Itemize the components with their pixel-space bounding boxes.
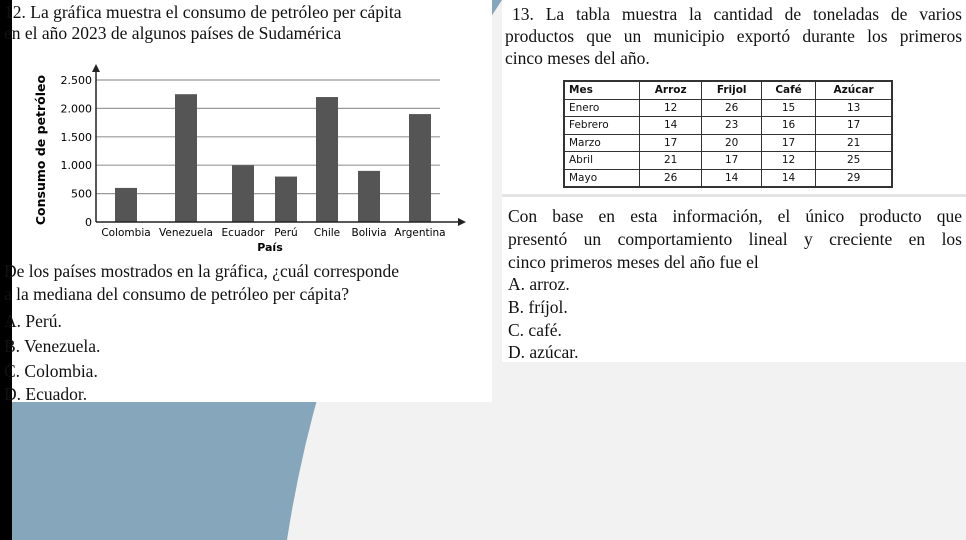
table-cell: 16: [760, 116, 817, 135]
question-13-panel: 13. La tabla muestra la cantidad de tone…: [502, 0, 966, 362]
q12-question-line-2: a la mediana del consumo de petróleo per…: [4, 284, 349, 304]
q13-intro-line-1: 13. La tabla muestra la cantidad de tone…: [512, 4, 962, 24]
y-tick-label: 2.500: [61, 74, 93, 87]
x-tick-label: Perú: [274, 227, 297, 239]
table-cell: 29: [815, 168, 893, 188]
table-cell: Enero: [563, 98, 640, 117]
q12-intro-line-2: en el año 2023 de algunos países de Suda…: [4, 23, 342, 43]
q12-option-a[interactable]: A. Perú.: [4, 311, 62, 331]
table-header-row: Mes Arroz Frijol Café Azúcar: [563, 80, 893, 100]
y-axis-label: Consumo de petróleo: [33, 74, 48, 225]
table-cell: 17: [815, 116, 893, 135]
left-black-border: [0, 0, 12, 540]
x-tick-label: Chile: [314, 227, 340, 239]
column-header: Azúcar: [815, 80, 893, 100]
table-cell: 17: [701, 151, 762, 170]
q13-intro-line-3: cinco meses del año.: [505, 48, 650, 68]
q12-question-line-1: De los países mostrados en la gráfica, ¿…: [4, 261, 400, 281]
column-header: Café: [760, 80, 817, 100]
table-cell: 15: [760, 98, 817, 117]
x-tick-label: Argentina: [394, 227, 445, 239]
column-header: Frijol: [701, 80, 762, 100]
table-cell: Marzo: [563, 133, 640, 152]
column-header: Arroz: [638, 80, 703, 100]
exports-table: Mes Arroz Frijol Café Azúcar Enero 12 26 15 13 Fe…: [563, 80, 893, 188]
q13-question-line-2: presentó un comportamiento lineal y crec…: [508, 229, 962, 249]
table-cell: Mayo: [563, 168, 640, 188]
y-axis-arrow-icon: [92, 64, 100, 72]
q13-option-a[interactable]: A. arroz.: [508, 274, 570, 294]
q13-question-line-3: cinco primeros meses del año fue el: [508, 252, 759, 272]
q13-option-d[interactable]: D. azúcar.: [508, 342, 579, 362]
bar-perú: [275, 176, 297, 222]
table-cell: Abril: [563, 151, 640, 170]
y-tick-label: 1.500: [61, 131, 93, 144]
table-cell: 17: [638, 133, 703, 152]
table-cell: 21: [638, 151, 703, 170]
table-cell: 14: [760, 168, 817, 188]
q12-option-c[interactable]: C. Colombia.: [4, 361, 98, 381]
table-row: Febrero 14 23 16 17: [563, 116, 893, 135]
table-cell: 12: [638, 98, 703, 117]
table-cell: 14: [638, 116, 703, 135]
table-row: Abril 21 17 12 25: [563, 151, 893, 170]
x-tick-label: Colombia: [101, 227, 150, 239]
q13-option-b[interactable]: B. fríjol.: [508, 297, 568, 317]
x-tick-label: Ecuador: [222, 227, 266, 239]
x-tick-label: Venezuela: [159, 227, 213, 239]
y-tick-label: 1.000: [61, 159, 93, 172]
q12-intro-line-1: 12. La gráfica muestra el consumo de pet…: [4, 2, 402, 22]
y-tick-label: 500: [71, 188, 92, 201]
table-cell: 14: [701, 168, 762, 188]
q13-intro-line-2: productos que un municipio exportó duran…: [505, 26, 962, 46]
table-cell: 21: [815, 133, 893, 152]
table-cell: 23: [701, 116, 762, 135]
q12-option-b[interactable]: B. Venezuela.: [4, 336, 101, 356]
bar-venezuela: [175, 94, 197, 222]
q13-question-line-1: Con base en esta información, el único p…: [508, 206, 962, 226]
y-tick-label: 0: [85, 216, 92, 229]
bar-argentina: [409, 114, 431, 222]
table-cell: 25: [815, 151, 893, 170]
bar-ecuador: [232, 165, 254, 222]
bar-chart: 0 500 1.000 1.500 2.000 2.500 Colombia Venezuel…: [33, 64, 466, 254]
table-row: Mayo 26 14 14 29: [563, 168, 893, 188]
q12-option-d[interactable]: D. Ecuador.: [4, 384, 88, 404]
question-12-panel: 12. La gráfica muestra el consumo de pet…: [4, 0, 492, 404]
table-row: Marzo 17 20 17 21: [563, 133, 893, 152]
x-axis-label: País: [257, 241, 283, 254]
x-tick-label: Bolivia: [351, 227, 386, 239]
section-divider: [502, 194, 966, 197]
table-cell: 13: [815, 98, 893, 117]
table-cell: 26: [701, 98, 762, 117]
bar-chile: [316, 97, 338, 222]
bar-bolivia: [358, 170, 380, 222]
table-cell: Febrero: [563, 116, 640, 135]
table-cell: 20: [701, 133, 762, 152]
table-cell: 26: [638, 168, 703, 188]
table-cell: 12: [760, 151, 817, 170]
x-axis-arrow-icon: [458, 218, 466, 226]
bar-colombia: [115, 187, 137, 222]
table-row: Enero 12 26 15 13: [563, 98, 893, 117]
column-header: Mes: [563, 80, 640, 100]
table-cell: 17: [760, 133, 817, 152]
q13-option-c[interactable]: C. café.: [508, 320, 562, 340]
y-tick-label: 2.000: [61, 102, 93, 115]
